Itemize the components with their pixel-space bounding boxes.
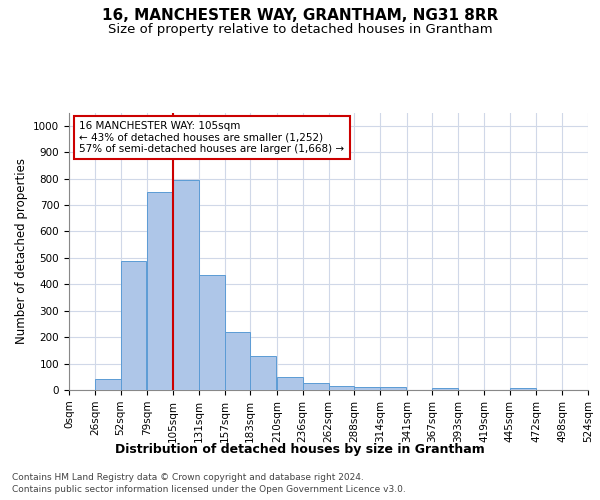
Bar: [510, 388, 536, 390]
Text: 16, MANCHESTER WAY, GRANTHAM, NG31 8RR: 16, MANCHESTER WAY, GRANTHAM, NG31 8RR: [102, 8, 498, 22]
Bar: [354, 388, 380, 390]
Bar: [95, 380, 121, 390]
Bar: [224, 332, 250, 390]
Text: 16 MANCHESTER WAY: 105sqm
← 43% of detached houses are smaller (1,252)
57% of se: 16 MANCHESTER WAY: 105sqm ← 43% of detac…: [79, 121, 344, 154]
Text: Size of property relative to detached houses in Grantham: Size of property relative to detached ho…: [107, 22, 493, 36]
Text: Distribution of detached houses by size in Grantham: Distribution of detached houses by size …: [115, 442, 485, 456]
Bar: [329, 386, 354, 390]
Bar: [277, 377, 303, 390]
Bar: [380, 388, 406, 390]
Bar: [433, 388, 458, 390]
Bar: [250, 356, 276, 390]
Bar: [199, 274, 224, 390]
Bar: [173, 180, 199, 390]
Bar: [303, 384, 329, 390]
Bar: [121, 260, 146, 390]
Bar: [147, 192, 173, 390]
Text: Contains HM Land Registry data © Crown copyright and database right 2024.: Contains HM Land Registry data © Crown c…: [12, 472, 364, 482]
Y-axis label: Number of detached properties: Number of detached properties: [14, 158, 28, 344]
Text: Contains public sector information licensed under the Open Government Licence v3: Contains public sector information licen…: [12, 485, 406, 494]
